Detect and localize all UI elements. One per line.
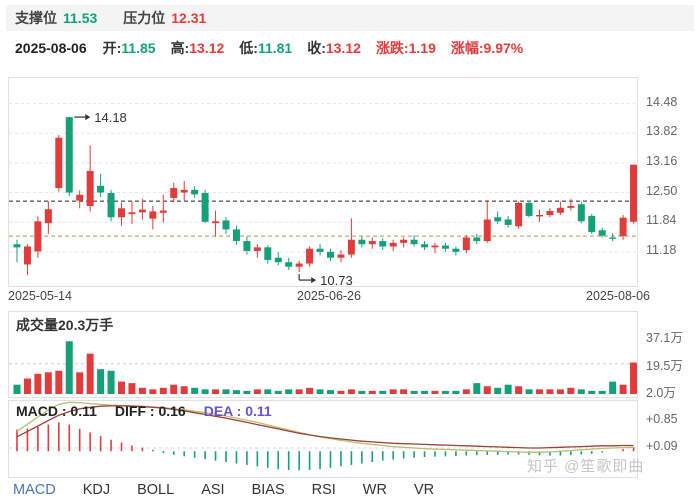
volume-axis-label: 19.5万 xyxy=(646,358,683,373)
dea-value-label: DEA : 0.11 xyxy=(203,403,272,419)
price-axis-label: 11.84 xyxy=(646,213,677,228)
watermark: 知乎 @笙歌即曲 xyxy=(527,458,645,475)
volume-axis-label: 37.1万 xyxy=(646,331,683,346)
indicator-tabs: MACD KDJ BOLL ASI BIAS RSI WR VR xyxy=(0,479,700,500)
macd-value-label: MACD : 0.11 xyxy=(16,403,97,419)
price-axis-label: 13.16 xyxy=(646,153,678,168)
tab-asi[interactable]: ASI xyxy=(201,481,225,498)
tab-rsi[interactable]: RSI xyxy=(311,481,336,498)
volume-chart[interactable] xyxy=(9,312,637,397)
diff-value-label: DIFF : 0.16 xyxy=(114,403,186,419)
tab-bias[interactable]: BIAS xyxy=(251,481,285,498)
x-label-mid: 2025-06-26 xyxy=(297,289,361,303)
quote-field-0: 开:11.85 xyxy=(102,40,156,56)
macd-panel[interactable]: MACD : 0.11 DIFF : 0.16 DEA : 0.11 xyxy=(8,400,638,478)
support-label: 支撑位 xyxy=(15,10,57,26)
volume-axis-label: 2.0万 xyxy=(646,385,676,400)
kline-chart[interactable]: 14.18 10.73 xyxy=(9,78,637,286)
tab-wr[interactable]: WR xyxy=(362,481,387,498)
tab-vr[interactable]: VR xyxy=(413,481,435,498)
x-label-end: 2025-08-06 xyxy=(586,289,650,303)
macd-readout: MACD : 0.11 DIFF : 0.16 DEA : 0.11 xyxy=(16,403,290,419)
quote-field-5: 涨幅:9.97% xyxy=(450,40,524,56)
x-axis-labels: 2025-05-14 2025-06-26 2025-08-06 xyxy=(8,289,650,305)
quote-fields: 开:11.85 高:13.12 低:11.81 收:13.12 涨跌:1.19 涨幅:9.… xyxy=(103,40,539,56)
volume-panel[interactable]: 成交量20.3万手 xyxy=(8,311,638,398)
svg-text:10.73: 10.73 xyxy=(320,273,353,286)
quote-field-2: 低:11.81 xyxy=(239,40,293,56)
macd-chart[interactable] xyxy=(9,401,637,477)
support-value: 11.53 xyxy=(63,10,98,26)
tab-kdj[interactable]: KDJ xyxy=(82,481,111,498)
quote-field-3: 收:13.12 xyxy=(307,40,361,56)
quote-date: 2025-08-06 xyxy=(15,40,87,56)
quote-bar: 2025-08-06 开:11.85 高:13.12 低:11.81 收:13.12 涨跌… xyxy=(15,37,538,59)
quote-field-1: 高:13.12 xyxy=(170,40,225,56)
volume-title: 成交量20.3万手 xyxy=(16,317,114,333)
price-axis-label: 13.82 xyxy=(646,124,678,139)
macd-axis-label: +0.85 xyxy=(646,411,678,426)
tab-boll[interactable]: BOLL xyxy=(137,481,175,498)
tab-macd[interactable]: MACD xyxy=(13,481,56,498)
price-axis-label: 12.50 xyxy=(646,183,678,198)
resistance-label: 压力位 xyxy=(123,10,166,26)
macd-axis-label: +0.09 xyxy=(646,439,678,453)
x-label-start: 2025-05-14 xyxy=(8,289,72,303)
resistance-value: 12.31 xyxy=(171,10,207,26)
svg-text:14.18: 14.18 xyxy=(94,110,127,125)
quote-field-4: 涨跌:1.19 xyxy=(375,40,436,56)
price-axis-label: 14.48 xyxy=(646,94,678,109)
support-resistance-bar: 支撑位 11.53 压力位 12.31 xyxy=(6,5,694,31)
kline-panel[interactable]: 14.18 10.73 xyxy=(8,77,638,287)
price-axis-label: 11.18 xyxy=(646,242,677,257)
